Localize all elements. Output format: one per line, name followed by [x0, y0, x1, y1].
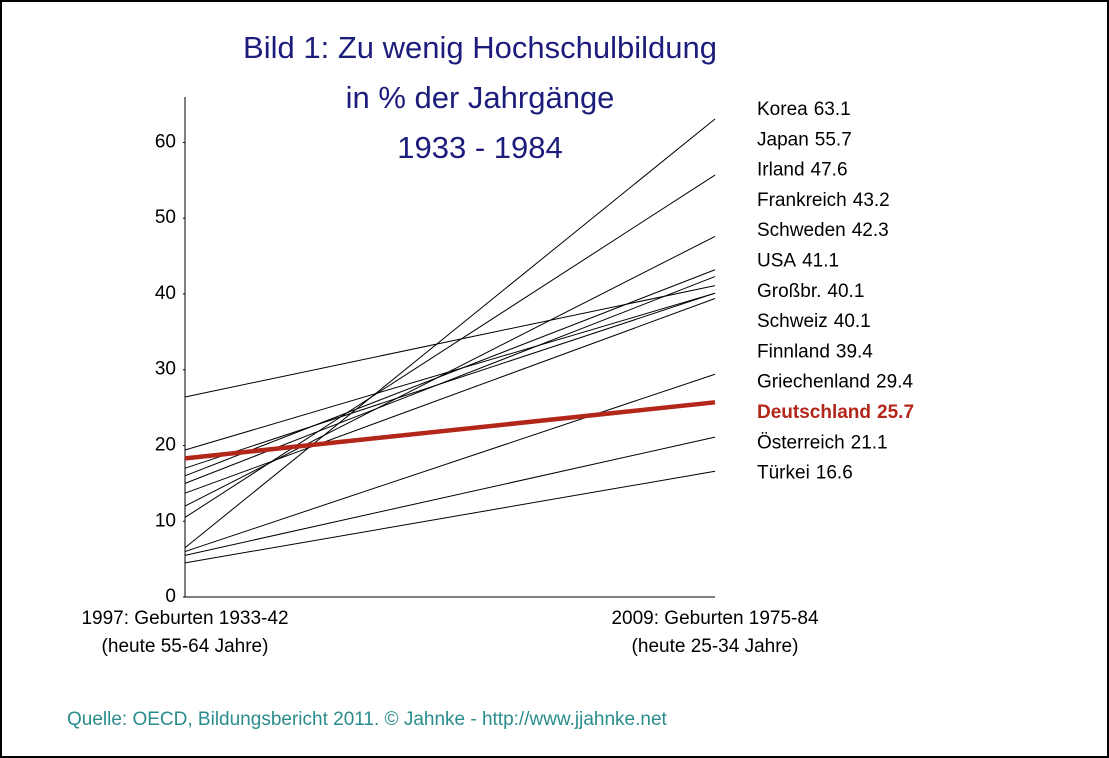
end-value: 29.4: [876, 372, 913, 393]
end-value: 39.4: [836, 341, 873, 362]
y-tick-label: 40: [155, 283, 176, 304]
series-line: [184, 292, 716, 451]
legend-label: USA 41.1: [757, 251, 839, 272]
y-tick-label: 50: [155, 207, 176, 228]
legend-label: Irland 47.6: [757, 160, 848, 181]
x-tick-note: (heute 55-64 Jahre): [102, 636, 269, 657]
y-tick-label: 10: [155, 510, 176, 531]
end-value: 16.6: [816, 463, 853, 484]
chart-title: in % der Jahrgänge: [346, 80, 615, 115]
series-name: Korea: [757, 99, 808, 120]
end-value: 43.2: [853, 190, 890, 211]
end-value: 47.6: [811, 160, 848, 181]
end-value: 40.1: [827, 281, 864, 302]
end-value: 25.7: [877, 402, 914, 423]
series-name: USA: [757, 251, 796, 272]
series-name: Frankreich: [757, 190, 847, 211]
end-value: 42.3: [852, 220, 889, 241]
series-name: Japan: [757, 129, 809, 150]
series-name: Türkei: [757, 463, 810, 484]
series-name: Großbr.: [757, 281, 821, 302]
series-line: [184, 436, 716, 556]
series-line: [184, 373, 716, 553]
series-name: Schweden: [757, 220, 846, 241]
series-line: [184, 118, 716, 549]
y-tick-label: 60: [155, 131, 176, 152]
end-value: 55.7: [815, 129, 852, 150]
y-tick-label: 30: [155, 359, 176, 380]
end-value: 63.1: [814, 99, 851, 120]
y-tick-label: 0: [165, 586, 176, 607]
legend-label: Schweiz 40.1: [757, 311, 871, 332]
legend-label: Türkei 16.6: [757, 463, 853, 484]
end-value: 41.1: [802, 251, 839, 272]
x-tick-label: 2009: Geburten 1975-84: [611, 608, 818, 629]
legend-label: Großbr. 40.1: [757, 281, 864, 302]
series-name: Finnland: [757, 341, 830, 362]
legend-label: Deutschland 25.7: [757, 402, 914, 423]
y-tick-label: 20: [155, 435, 176, 456]
legend-label: Frankreich 43.2: [757, 190, 890, 211]
legend-label: Griechenland 29.4: [757, 372, 913, 393]
series-line: [184, 400, 716, 461]
chart-title: Bild 1: Zu wenig Hochschulbildung: [243, 30, 717, 65]
chart-title: 1933 - 1984: [397, 130, 562, 165]
legend-label: Finnland 39.4: [757, 341, 873, 362]
series-line: [184, 285, 716, 398]
legend-label: Korea 63.1: [757, 99, 851, 120]
source: Quelle: OECD, Bildungsbericht 2011. © Ja…: [67, 709, 668, 730]
series-line: [184, 298, 716, 494]
series-name: Deutschland: [757, 402, 871, 423]
x-tick-note: (heute 25-34 Jahre): [632, 636, 799, 657]
series-line: [184, 470, 716, 564]
series-name: Irland: [757, 160, 805, 181]
end-value: 21.1: [851, 432, 888, 453]
x-tick-label: 1997: Geburten 1933-42: [81, 608, 288, 629]
series-line: [184, 292, 716, 469]
series-name: Griechenland: [757, 372, 870, 393]
legend-label: Japan 55.7: [757, 129, 852, 150]
series-name: Österreich: [757, 432, 845, 453]
legend-label: Schweden 42.3: [757, 220, 889, 241]
legend-label: Österreich 21.1: [757, 432, 888, 453]
series-name: Schweiz: [757, 311, 828, 332]
end-value: 40.1: [834, 311, 871, 332]
